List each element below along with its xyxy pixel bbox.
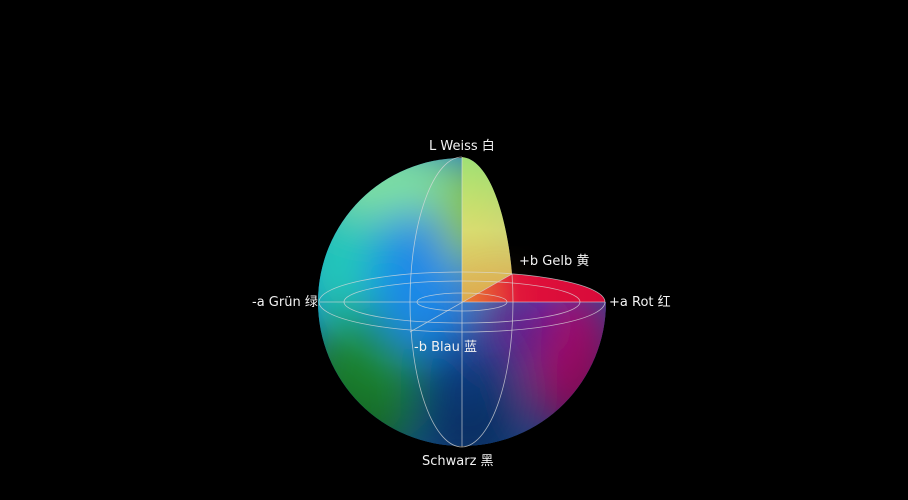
equator-outer bbox=[318, 271, 606, 333]
cutout-region bbox=[462, 140, 620, 302]
label-plus-b-yellow: +b Gelb 黄 bbox=[519, 254, 590, 269]
meridian-right-lower bbox=[461, 273, 514, 448]
label-l-white: L Weiss 白 bbox=[429, 139, 495, 154]
label-minus-a-green: -a Grün 绿 bbox=[252, 295, 318, 310]
label-black: Schwarz 黑 bbox=[422, 454, 494, 469]
vertical-cut-face bbox=[462, 157, 512, 302]
equator-inner bbox=[416, 292, 508, 312]
grid-lines bbox=[318, 156, 606, 448]
equator-middle bbox=[343, 280, 581, 324]
label-plus-a-red: +a Rot 红 bbox=[609, 295, 671, 310]
label-minus-b-blue: -b Blau 蓝 bbox=[414, 340, 477, 355]
